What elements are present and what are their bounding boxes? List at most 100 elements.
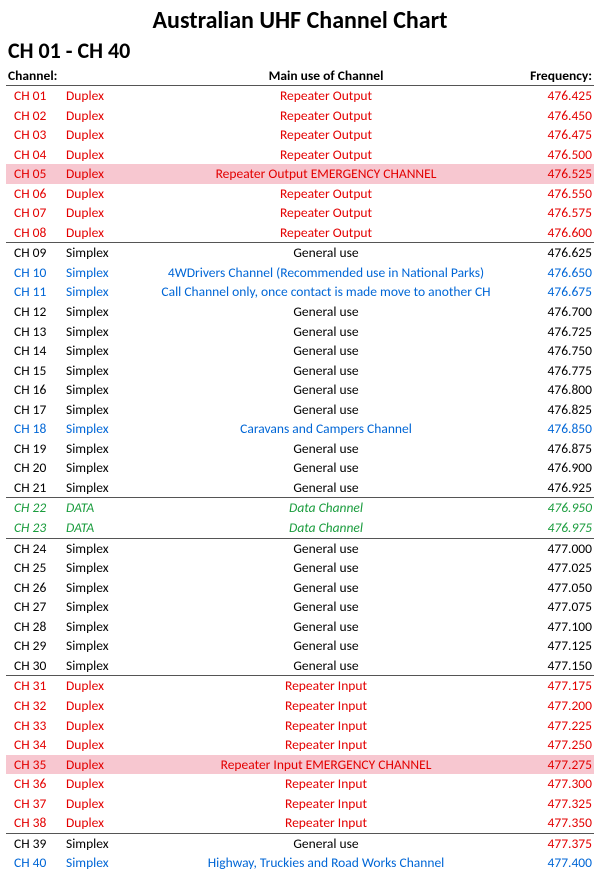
cell-use: General use bbox=[130, 558, 522, 578]
cell-mode: Simplex bbox=[64, 282, 130, 302]
cell-mode: Duplex bbox=[64, 203, 130, 223]
cell-mode: Duplex bbox=[64, 716, 130, 736]
cell-mode: Simplex bbox=[64, 341, 130, 361]
cell-mode: Duplex bbox=[64, 676, 130, 696]
cell-frequency: 477.025 bbox=[522, 558, 594, 578]
cell-frequency: 477.150 bbox=[522, 656, 594, 676]
cell-frequency: 476.500 bbox=[522, 145, 594, 165]
table-row: CH 30SimplexGeneral use477.150 bbox=[6, 656, 594, 676]
cell-use: Repeater Output bbox=[130, 223, 522, 243]
cell-channel: CH 18 bbox=[6, 419, 64, 439]
cell-use: General use bbox=[130, 538, 522, 558]
cell-channel: CH 21 bbox=[6, 478, 64, 498]
cell-frequency: 476.625 bbox=[522, 243, 594, 263]
table-row: CH 02DuplexRepeater Output476.450 bbox=[6, 106, 594, 126]
cell-mode: Duplex bbox=[64, 223, 130, 243]
cell-use: Repeater Input bbox=[130, 716, 522, 736]
cell-use: Data Channel bbox=[130, 498, 522, 518]
cell-use: General use bbox=[130, 361, 522, 381]
cell-channel: CH 27 bbox=[6, 597, 64, 617]
cell-frequency: 477.375 bbox=[522, 833, 594, 853]
cell-frequency: 477.225 bbox=[522, 716, 594, 736]
cell-use: 4WDrivers Channel (Recommended use in Na… bbox=[130, 263, 522, 283]
cell-mode: Simplex bbox=[64, 558, 130, 578]
cell-frequency: 476.425 bbox=[522, 86, 594, 106]
cell-channel: CH 32 bbox=[6, 696, 64, 716]
cell-frequency: 477.175 bbox=[522, 676, 594, 696]
cell-channel: CH 22 bbox=[6, 498, 64, 518]
table-row: CH 19SimplexGeneral use476.875 bbox=[6, 439, 594, 459]
cell-use: General use bbox=[130, 458, 522, 478]
cell-channel: CH 20 bbox=[6, 458, 64, 478]
cell-frequency: 476.750 bbox=[522, 341, 594, 361]
cell-frequency: 476.700 bbox=[522, 302, 594, 322]
cell-channel: CH 31 bbox=[6, 676, 64, 696]
cell-use: General use bbox=[130, 478, 522, 498]
cell-frequency: 476.525 bbox=[522, 164, 594, 184]
cell-mode: Duplex bbox=[64, 86, 130, 106]
table-row: CH 14SimplexGeneral use476.750 bbox=[6, 341, 594, 361]
cell-channel: CH 37 bbox=[6, 794, 64, 814]
cell-mode: Simplex bbox=[64, 853, 130, 873]
cell-frequency: 476.450 bbox=[522, 106, 594, 126]
cell-frequency: 476.900 bbox=[522, 458, 594, 478]
cell-channel: CH 28 bbox=[6, 617, 64, 637]
cell-mode: Simplex bbox=[64, 380, 130, 400]
cell-mode: Simplex bbox=[64, 617, 130, 637]
table-row: CH 28SimplexGeneral use477.100 bbox=[6, 617, 594, 637]
table-row: CH 21SimplexGeneral use476.925 bbox=[6, 478, 594, 498]
cell-channel: CH 06 bbox=[6, 184, 64, 204]
cell-mode: Simplex bbox=[64, 578, 130, 598]
table-row: CH 29SimplexGeneral use477.125 bbox=[6, 636, 594, 656]
cell-frequency: 477.250 bbox=[522, 735, 594, 755]
cell-use: Repeater Input bbox=[130, 676, 522, 696]
cell-channel: CH 10 bbox=[6, 263, 64, 283]
table-row: CH 38DuplexRepeater Input477.350 bbox=[6, 813, 594, 833]
table-row: CH 37DuplexRepeater Input477.325 bbox=[6, 794, 594, 814]
cell-frequency: 477.000 bbox=[522, 538, 594, 558]
chart-subtitle: CH 01 - CH 40 bbox=[6, 37, 594, 64]
cell-mode: DATA bbox=[64, 498, 130, 518]
cell-channel: CH 04 bbox=[6, 145, 64, 165]
cell-frequency: 477.400 bbox=[522, 853, 594, 873]
cell-channel: CH 13 bbox=[6, 322, 64, 342]
cell-frequency: 477.300 bbox=[522, 774, 594, 794]
cell-frequency: 477.100 bbox=[522, 617, 594, 637]
cell-use: General use bbox=[130, 380, 522, 400]
cell-use: Repeater Input bbox=[130, 794, 522, 814]
cell-use: Repeater Input EMERGENCY CHANNEL bbox=[130, 755, 522, 775]
cell-mode: Duplex bbox=[64, 145, 130, 165]
cell-frequency: 476.650 bbox=[522, 263, 594, 283]
cell-use: General use bbox=[130, 597, 522, 617]
cell-use: Call Channel only, once contact is made … bbox=[130, 282, 522, 302]
cell-channel: CH 17 bbox=[6, 400, 64, 420]
cell-mode: Simplex bbox=[64, 400, 130, 420]
cell-frequency: 476.775 bbox=[522, 361, 594, 381]
cell-mode: Simplex bbox=[64, 538, 130, 558]
table-row: CH 05DuplexRepeater Output EMERGENCY CHA… bbox=[6, 164, 594, 184]
table-row: CH 15SimplexGeneral use476.775 bbox=[6, 361, 594, 381]
cell-channel: CH 35 bbox=[6, 755, 64, 775]
cell-use: Repeater Output bbox=[130, 86, 522, 106]
table-row: CH 24SimplexGeneral use477.000 bbox=[6, 538, 594, 558]
cell-frequency: 476.950 bbox=[522, 498, 594, 518]
header-row: Channel: Main use of Channel Frequency: bbox=[6, 66, 594, 86]
cell-frequency: 476.675 bbox=[522, 282, 594, 302]
cell-mode: Duplex bbox=[64, 755, 130, 775]
cell-mode: Duplex bbox=[64, 184, 130, 204]
cell-channel: CH 08 bbox=[6, 223, 64, 243]
cell-channel: CH 07 bbox=[6, 203, 64, 223]
cell-mode: Simplex bbox=[64, 243, 130, 263]
table-row: CH 16SimplexGeneral use476.800 bbox=[6, 380, 594, 400]
table-body: CH 01DuplexRepeater Output476.425CH 02Du… bbox=[6, 86, 594, 873]
table-row: CH 17SimplexGeneral use476.825 bbox=[6, 400, 594, 420]
cell-channel: CH 16 bbox=[6, 380, 64, 400]
cell-channel: CH 01 bbox=[6, 86, 64, 106]
cell-channel: CH 40 bbox=[6, 853, 64, 873]
cell-channel: CH 36 bbox=[6, 774, 64, 794]
header-channel: Channel: bbox=[6, 66, 64, 86]
cell-frequency: 477.200 bbox=[522, 696, 594, 716]
cell-mode: Simplex bbox=[64, 478, 130, 498]
cell-mode: Simplex bbox=[64, 263, 130, 283]
table-row: CH 04DuplexRepeater Output476.500 bbox=[6, 145, 594, 165]
